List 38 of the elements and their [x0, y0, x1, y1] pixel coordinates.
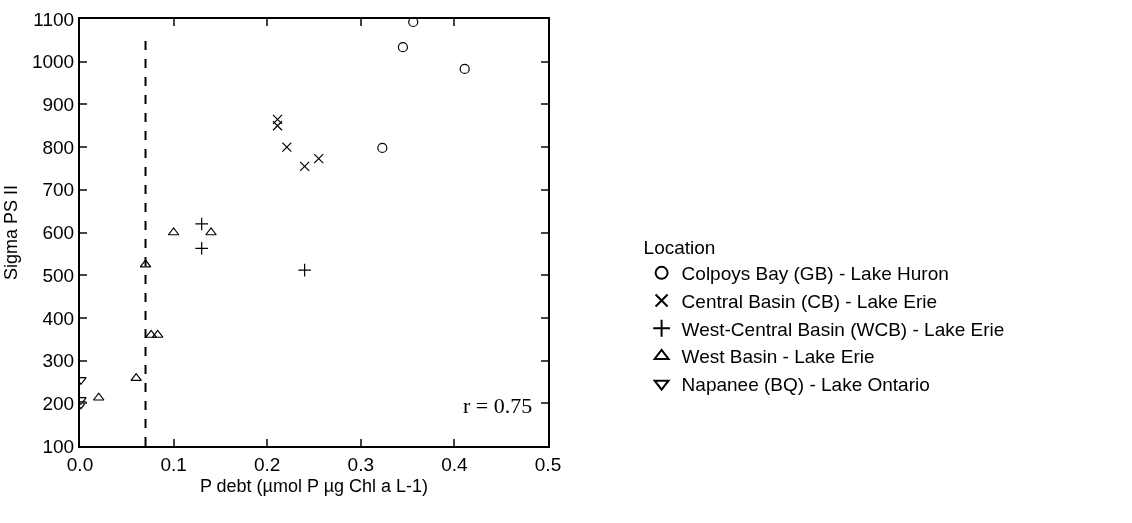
y-tick-label: 1000 [31, 51, 75, 73]
legend-label: Napanee (BQ) - Lake Ontario [681, 374, 930, 396]
point [397, 42, 409, 53]
y-tick-label: 300 [42, 350, 75, 372]
y-tick-label: 600 [42, 222, 75, 244]
legend-label: Colpoys Bay (GB) - Lake Huron [681, 263, 949, 285]
point [459, 63, 470, 75]
point [272, 120, 283, 131]
x-tick-label: 0.3 [347, 453, 375, 475]
x-tick-label: 0.2 [253, 453, 281, 475]
point [281, 142, 292, 153]
point [194, 241, 209, 256]
point [272, 114, 283, 125]
legend-title: Location [643, 237, 716, 258]
y-tick-label: 900 [42, 94, 75, 116]
point [297, 263, 312, 277]
point [408, 19, 419, 28]
annotation: r = 0.75 [463, 393, 533, 418]
x-tick-label: 0.4 [441, 453, 469, 475]
point [145, 329, 157, 338]
y-tick-label: 800 [42, 136, 75, 158]
x-axis-title: P debt (µmol P µg Chl a L-1) [199, 476, 429, 497]
y-axis-title: Sigma PS II [0, 184, 21, 281]
y-tick-label: 700 [42, 179, 75, 201]
x-tick-label: 0.5 [534, 453, 562, 475]
point [313, 153, 324, 164]
x-tick-label: 0.1 [160, 453, 187, 475]
point [299, 161, 310, 172]
point [205, 227, 217, 236]
y-tick-label: 200 [42, 392, 75, 414]
legend-label: West-Central Basin (WCB) - Lake Erie [681, 318, 1005, 340]
y-tick-label: 500 [42, 264, 75, 286]
legend-label: West Basin - Lake Erie [681, 346, 875, 368]
point [194, 217, 209, 231]
y-tick-label: 400 [42, 307, 75, 329]
legend-label: Central Basin (CB) - Lake Erie [681, 290, 938, 312]
point [377, 142, 388, 154]
y-tick-label: 1100 [33, 8, 75, 30]
